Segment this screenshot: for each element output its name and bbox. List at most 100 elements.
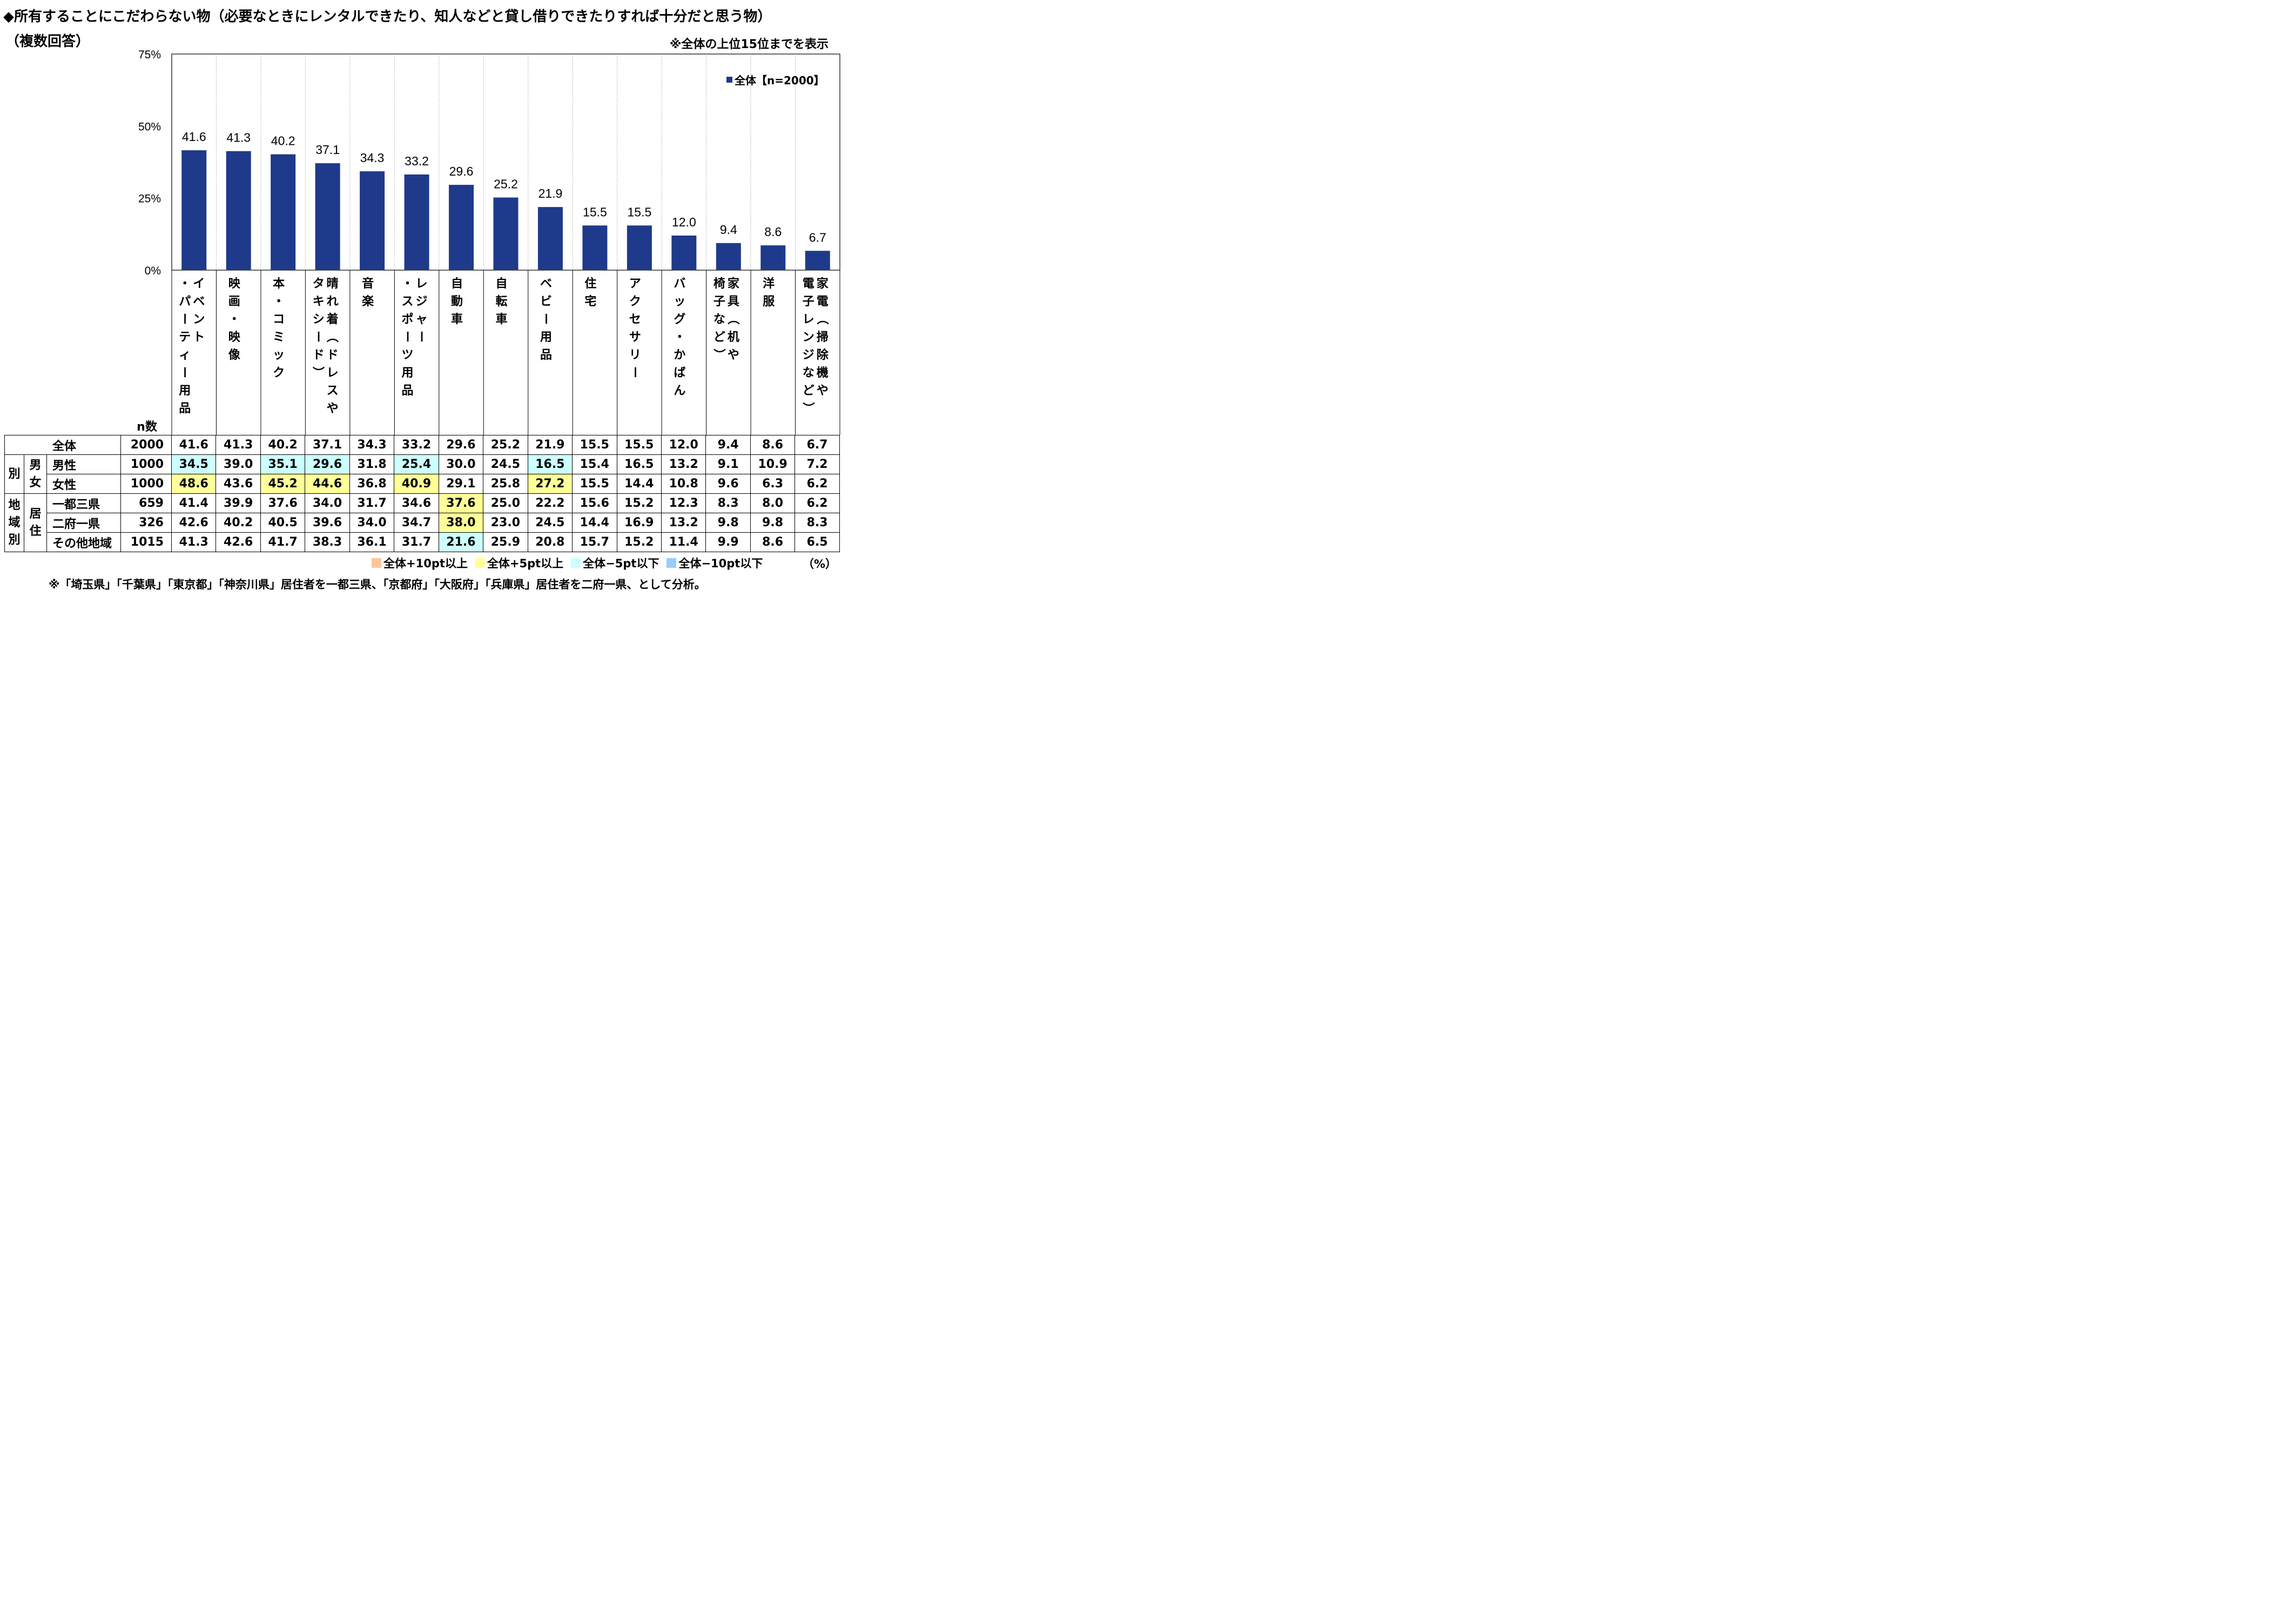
table-row: その他地域 1015 41.3 42.6 41.7 38.3 36.1 31.7 21.6 25.…: [5, 532, 840, 552]
category-label-char: れ: [327, 295, 339, 308]
table-cell: 37.6: [438, 493, 484, 513]
category-label-char: タ: [313, 277, 325, 291]
table-cell: 45.2: [260, 474, 306, 494]
category-label-char: や: [728, 348, 739, 362]
row-n: 326: [120, 513, 172, 533]
table-cell: 15.2: [616, 493, 662, 513]
chart-title: ◆所有することにこだわらない物（必要なときにレンタルできたり、知人などと貸し借り…: [3, 9, 772, 25]
table-cell: 31.7: [349, 493, 395, 513]
table-cell: 25.4: [394, 454, 439, 474]
category-label-char: 住: [584, 277, 596, 291]
bar-value-label: 12.0: [672, 215, 696, 229]
category-label-char: ・: [228, 313, 240, 326]
category-label-char: ポ: [402, 312, 414, 326]
bar: [716, 243, 741, 270]
category-label-char: や: [817, 384, 829, 398]
category-label-char: ベ: [193, 295, 205, 308]
row-label: 女性: [46, 474, 121, 494]
category-label-char: 音: [362, 277, 374, 291]
table-cell: 41.4: [171, 493, 217, 513]
row-n: 2000: [120, 435, 172, 455]
category-label-char: ッ: [674, 295, 685, 308]
category-label-char: ア: [629, 277, 641, 291]
row-label: 一都三県: [46, 493, 121, 513]
table-cell: 35.1: [260, 454, 306, 474]
table-cell: 29.6: [305, 454, 350, 474]
category-label-char: 子: [803, 295, 814, 308]
highlight-legend-swatch: [666, 558, 677, 568]
row-n: 1000: [120, 474, 172, 494]
table-cell: 41.7: [260, 532, 306, 552]
table-cell: 14.4: [572, 513, 617, 533]
category-label-char: 品: [179, 402, 191, 415]
category-label-char: ィ: [179, 348, 191, 362]
category-label-char: 像: [228, 348, 241, 362]
table-cell: 7.2: [794, 454, 840, 474]
bar-value-label: 33.2: [405, 154, 429, 168]
row-label: 二府一県: [46, 513, 121, 533]
table-cell: 15.5: [572, 474, 617, 494]
table-cell: 6.2: [794, 493, 840, 513]
table-cell: 36.8: [349, 474, 395, 494]
category-label-char: 品: [540, 348, 552, 362]
category-label-char: グ: [674, 312, 685, 326]
category-label-char: 映: [228, 277, 241, 291]
legend-label: 全体【n=2000】: [734, 74, 825, 87]
table-cell: 41.3: [171, 532, 217, 552]
category-label-char: 用: [179, 384, 191, 398]
category-label-char: ス: [402, 295, 414, 308]
bar-value-label: 15.5: [628, 205, 652, 219]
table-cell: 15.4: [572, 454, 617, 474]
category-label-char: ス: [327, 384, 339, 398]
top-note: ※全体の上位15位までを表示: [669, 38, 829, 51]
category-label-char: 子: [713, 295, 725, 308]
table-cell: 34.0: [305, 493, 350, 513]
table-cell: 12.0: [661, 435, 706, 455]
category-label-char: サ: [629, 331, 641, 344]
table-cell: 41.6: [171, 435, 217, 455]
highlight-legend-item: 全体+5pt以上: [475, 555, 563, 571]
category-label-char: 椅: [713, 277, 725, 291]
category-label-char: レ: [327, 366, 339, 380]
bar-chart: 0% 25% 50% 75% 41.6 41.3 40.2 37.1 34.3 33.2 29.6 2…: [137, 49, 840, 435]
table-cell: 34.6: [394, 493, 439, 513]
bar-value-label: 37.1: [315, 143, 340, 157]
table-cell: 8.3: [794, 513, 840, 533]
category-label-char: 自: [495, 277, 507, 291]
category-label-char: 転: [495, 294, 507, 308]
table-cell: 39.6: [305, 513, 350, 533]
category-label-char: 用: [540, 331, 552, 344]
category-label-char: ー: [538, 313, 552, 325]
chart-subtitle: （複数回答）: [5, 33, 90, 50]
table-cell: 9.6: [705, 474, 751, 494]
category-label-char: ク: [629, 295, 641, 308]
table-cell: 6.3: [750, 474, 796, 494]
table-cell: 29.1: [438, 474, 484, 494]
category-label-char: 車: [495, 313, 507, 326]
category-label-char: ・: [402, 277, 414, 291]
category-label-char: か: [674, 348, 685, 362]
bar: [582, 225, 608, 270]
category-label-char: ン: [193, 313, 205, 326]
table-row: 女性 1000 48.6 43.6 45.2 44.6 36.8 40.9 29.1 25.8 27…: [5, 474, 840, 494]
table-cell: 39.0: [216, 454, 261, 474]
table-cell: 21.6: [438, 532, 484, 552]
table-row: 二府一県 326 42.6 40.2 40.5 39.6 34.0 34.7 38.0 23.0 2…: [5, 513, 840, 533]
table-cell: 37.1: [305, 435, 350, 455]
highlight-legend-item: 全体−5pt以下: [571, 555, 659, 571]
table-cell: 20.8: [527, 532, 573, 552]
category-label-char: 洋: [763, 277, 775, 291]
category-label-char: 本: [273, 277, 285, 291]
table-cell: 40.9: [394, 474, 439, 494]
category-label-char: ・: [273, 295, 285, 308]
group-label-inner: 男女: [24, 454, 47, 494]
bar: [404, 174, 429, 270]
category-label-char: （: [726, 313, 739, 325]
table-cell: 11.4: [661, 532, 706, 552]
table-cell: 42.6: [216, 532, 261, 552]
table-cell: 38.3: [305, 532, 350, 552]
category-label-char: ）: [801, 402, 814, 414]
category-label-char: セ: [629, 313, 641, 326]
table-cell: 24.5: [527, 513, 573, 533]
category-label-char: ト: [193, 331, 205, 344]
